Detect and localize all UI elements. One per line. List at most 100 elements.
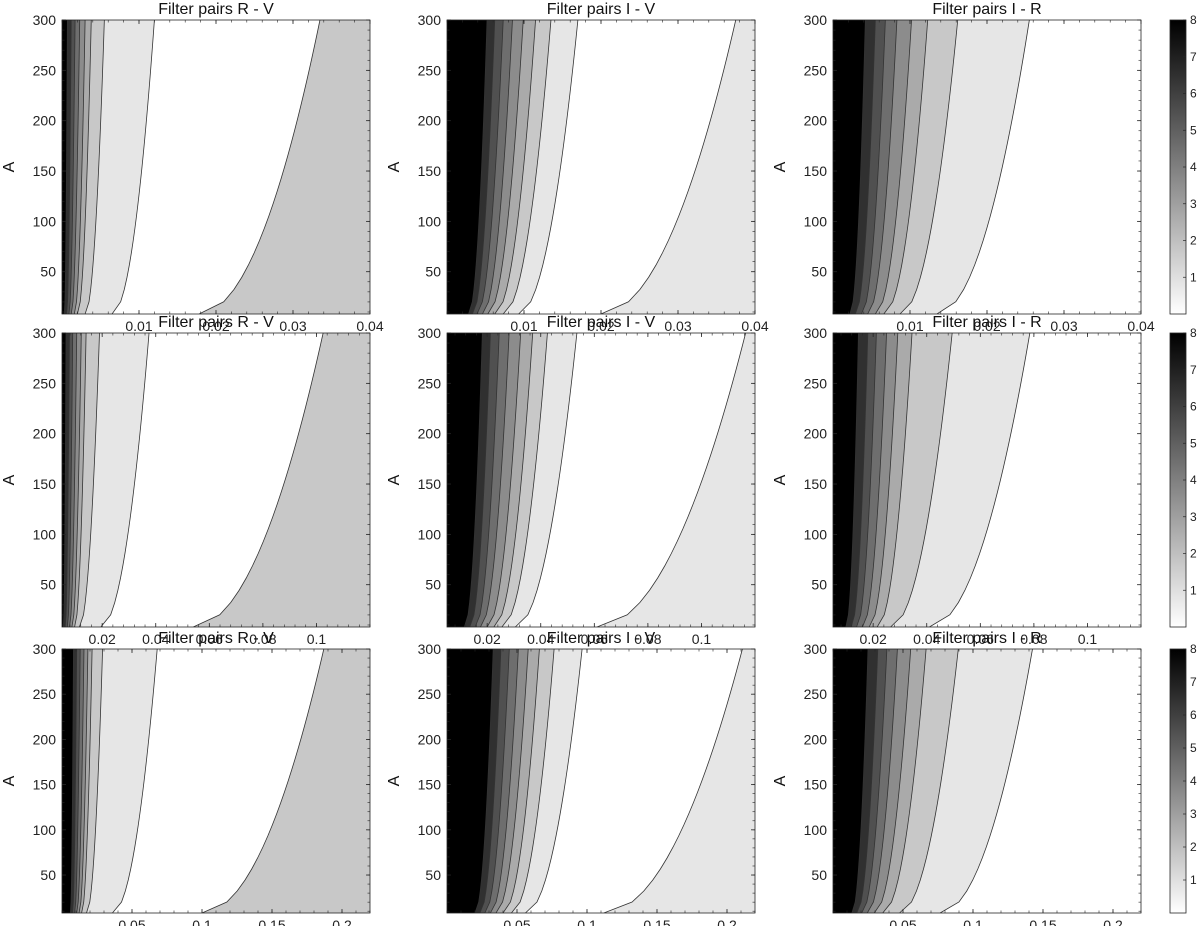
y-tick-label: 50 <box>40 867 56 883</box>
x-tick-label: 0.2 <box>332 917 352 926</box>
x-tick-label: 0.04 <box>142 631 169 647</box>
panel-title: Filter pairs I - V <box>547 630 656 647</box>
contour-area <box>833 20 1141 314</box>
y-axis-label: A <box>1 474 18 485</box>
colorbar-tick-label: 6 <box>1190 708 1197 722</box>
contour-line <box>495 649 529 913</box>
contour-line <box>494 20 536 314</box>
contour-line <box>493 333 534 627</box>
contour-line <box>856 649 879 913</box>
contour-area <box>62 649 370 913</box>
y-axis-label: A <box>1 161 18 172</box>
contour-line <box>875 20 912 314</box>
contour-line <box>939 649 1033 913</box>
x-tick-label: 0.03 <box>664 318 691 334</box>
contour-line <box>74 649 81 913</box>
contour-line <box>899 20 959 314</box>
panel-9: 0.05 0.1 0.15 0.2 50 100 150 200 250 300 Filter pa… <box>772 630 1142 926</box>
x-tick-label: 0.01 <box>125 318 152 334</box>
contour-line <box>474 649 494 913</box>
y-tick-label: 250 <box>804 62 828 78</box>
y-tick-label: 150 <box>418 476 442 492</box>
contour-area <box>62 333 370 627</box>
contour-line <box>70 649 74 913</box>
y-axis-label: A <box>386 161 403 172</box>
y-tick-label: 250 <box>418 686 442 702</box>
panel-5: 0.02 0.04 0.06 0.08 0.1 50 100 150 200 250 300 Filt… <box>386 314 756 665</box>
contour-band <box>447 333 483 627</box>
contour-area <box>833 649 1141 913</box>
y-tick-label: 100 <box>33 822 57 838</box>
x-tick-label: 0.04 <box>527 631 554 647</box>
contour-band <box>833 649 868 913</box>
x-tick-label: 0.02 <box>587 318 614 334</box>
y-axis-label: A <box>1 775 18 786</box>
contour-line <box>486 333 522 627</box>
contour-line <box>484 649 510 913</box>
colorbar-tick-label: 2 <box>1190 547 1197 561</box>
contour-area <box>447 20 755 314</box>
contour-line <box>111 20 155 314</box>
y-tick-label: 100 <box>33 526 57 542</box>
contour-line <box>78 649 89 913</box>
colorbar-tick-label: 1 <box>1190 583 1197 597</box>
contour-line <box>482 20 513 314</box>
contour-line <box>502 649 540 913</box>
y-tick-label: 300 <box>33 641 57 657</box>
y-tick-label: 100 <box>418 822 442 838</box>
contour-line <box>66 20 72 314</box>
contour-line <box>502 20 552 314</box>
contour-band <box>447 649 494 913</box>
colorbar-tick-label: 5 <box>1190 123 1197 137</box>
y-axis-label: A <box>386 474 403 485</box>
colorbar-tick-label: 6 <box>1190 87 1197 101</box>
contour-line <box>77 20 92 314</box>
contour-line <box>68 20 76 314</box>
colorbar-tick-label: 6 <box>1190 400 1197 414</box>
panel-title: Filter pairs I - V <box>547 314 656 331</box>
contour-area <box>62 20 370 314</box>
y-axis-label: A <box>386 775 403 786</box>
y-tick-label: 150 <box>33 777 57 793</box>
contour-line <box>64 333 70 627</box>
y-tick-label: 250 <box>33 686 57 702</box>
y-tick-label: 200 <box>418 426 442 442</box>
colorbar-tick-label: 5 <box>1190 741 1197 755</box>
contour-line <box>883 20 929 314</box>
colorbar-tick-label: 3 <box>1190 197 1197 211</box>
contour-line <box>74 333 87 627</box>
contour-line <box>899 649 959 913</box>
plot-frame <box>446 332 756 628</box>
x-tick-label: 0.1 <box>192 917 212 926</box>
x-tick-label: 0.02 <box>202 318 229 334</box>
colorbar-tick-label: 4 <box>1190 473 1197 487</box>
contour-line <box>474 333 500 627</box>
colorbar-1: 1 2 3 4 5 6 7 8 <box>1169 13 1197 315</box>
y-tick-label: 250 <box>33 375 57 391</box>
panel-7: 0.05 0.1 0.15 0.2 50 100 150 200 250 300 Filter pa… <box>1 630 371 926</box>
contour-line <box>487 20 524 314</box>
contour-line <box>890 333 953 627</box>
panel-3: 0.01 0.02 0.03 0.04 50 100 150 200 250 300 Filter … <box>772 1 1155 352</box>
x-tick-label: 0.01 <box>896 318 923 334</box>
contour-line <box>873 649 912 913</box>
y-tick-label: 300 <box>418 12 442 28</box>
x-tick-label: 0.03 <box>1050 318 1077 334</box>
contour-line <box>596 333 747 627</box>
x-tick-label: 0.05 <box>889 917 916 926</box>
contour-line <box>84 20 105 314</box>
y-tick-label: 300 <box>804 12 828 28</box>
colorbar-tick-label: 8 <box>1190 13 1197 27</box>
contour-band <box>62 649 74 913</box>
x-tick-label: 0.1 <box>963 917 983 926</box>
contour-line <box>201 649 325 913</box>
x-tick-label: 0.2 <box>717 917 737 926</box>
y-tick-label: 200 <box>418 731 442 747</box>
contour-area <box>833 333 1141 627</box>
contour-line <box>882 649 927 913</box>
contour-line <box>511 649 555 913</box>
panel-2: 0.01 0.02 0.03 0.04 50 100 150 200 250 300 Filter … <box>386 1 769 352</box>
x-tick-label: 0.1 <box>577 917 597 926</box>
y-tick-label: 100 <box>804 822 828 838</box>
contour-line <box>73 20 86 314</box>
